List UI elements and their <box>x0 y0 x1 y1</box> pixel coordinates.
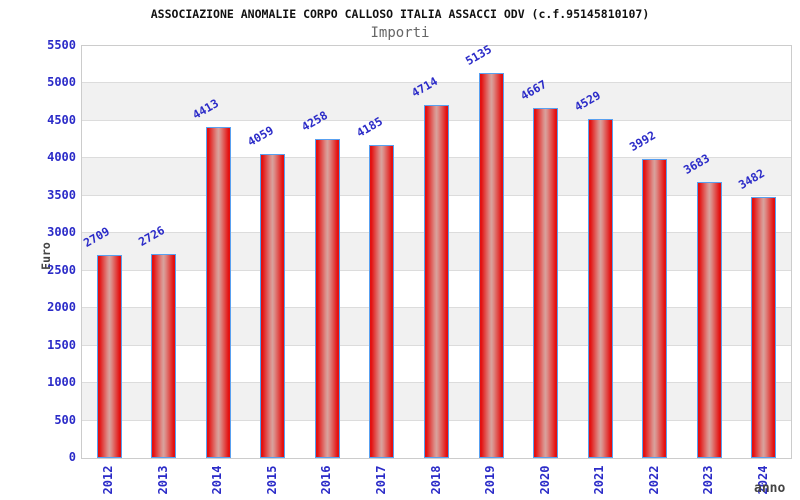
y-tick-label: 1500 <box>47 337 76 352</box>
bar-2012 <box>96 255 122 458</box>
bar-2021 <box>587 118 613 458</box>
bar-2018 <box>424 104 449 458</box>
bar-2016 <box>314 139 340 458</box>
chart-title: ASSOCIAZIONE ANOMALIE CORPO CALLOSO ITAL… <box>150 7 650 21</box>
bar-2020 <box>533 108 559 458</box>
bar-2019 <box>478 73 504 458</box>
x-tick-label: 2022 <box>646 465 661 495</box>
bar-2017 <box>369 144 395 458</box>
y-tick-label: 5000 <box>47 75 76 90</box>
y-tick-label: 1000 <box>47 375 76 390</box>
bar-2023 <box>696 182 722 458</box>
x-tick-label: 2013 <box>155 465 170 495</box>
y-tick-label: 2000 <box>47 300 76 315</box>
grid-band <box>82 46 791 84</box>
chart-subtitle: Importi <box>370 25 430 41</box>
plot-area: 2709 2726 4413 4059 4258 4185 4714 5135 4667 4529… <box>81 42 792 459</box>
y-tick-label: 4000 <box>47 150 76 165</box>
y-tick-label: 3500 <box>47 187 76 202</box>
y-tick-label: 4500 <box>47 112 76 127</box>
y-tick-label: 5500 <box>47 38 76 52</box>
x-tick-label: 2016 <box>319 465 334 495</box>
x-tick-label: 2018 <box>428 465 443 495</box>
y-tick-label: 2500 <box>47 262 76 277</box>
x-tick-label: 2015 <box>264 465 279 495</box>
bar-2024 <box>751 197 777 458</box>
grid-line <box>82 82 791 84</box>
x-tick-label: 2012 <box>101 465 116 495</box>
x-tick-label: 2014 <box>210 465 225 495</box>
x-axis-title: anno <box>754 481 786 496</box>
bar-2015 <box>260 153 286 458</box>
y-tick-label: 500 <box>54 412 76 427</box>
x-tick-label: 2021 <box>592 465 607 495</box>
x-tick-label: 2019 <box>483 465 498 495</box>
x-tick-label: 2020 <box>537 465 552 495</box>
bar-2014 <box>205 127 231 458</box>
y-tick-label: 0 <box>68 450 76 464</box>
bar-2022 <box>642 158 668 458</box>
bar-2013 <box>151 253 177 458</box>
x-tick-label: 2017 <box>373 465 388 495</box>
x-tick-label: 2023 <box>701 465 716 495</box>
y-tick-label: 3000 <box>47 225 76 240</box>
